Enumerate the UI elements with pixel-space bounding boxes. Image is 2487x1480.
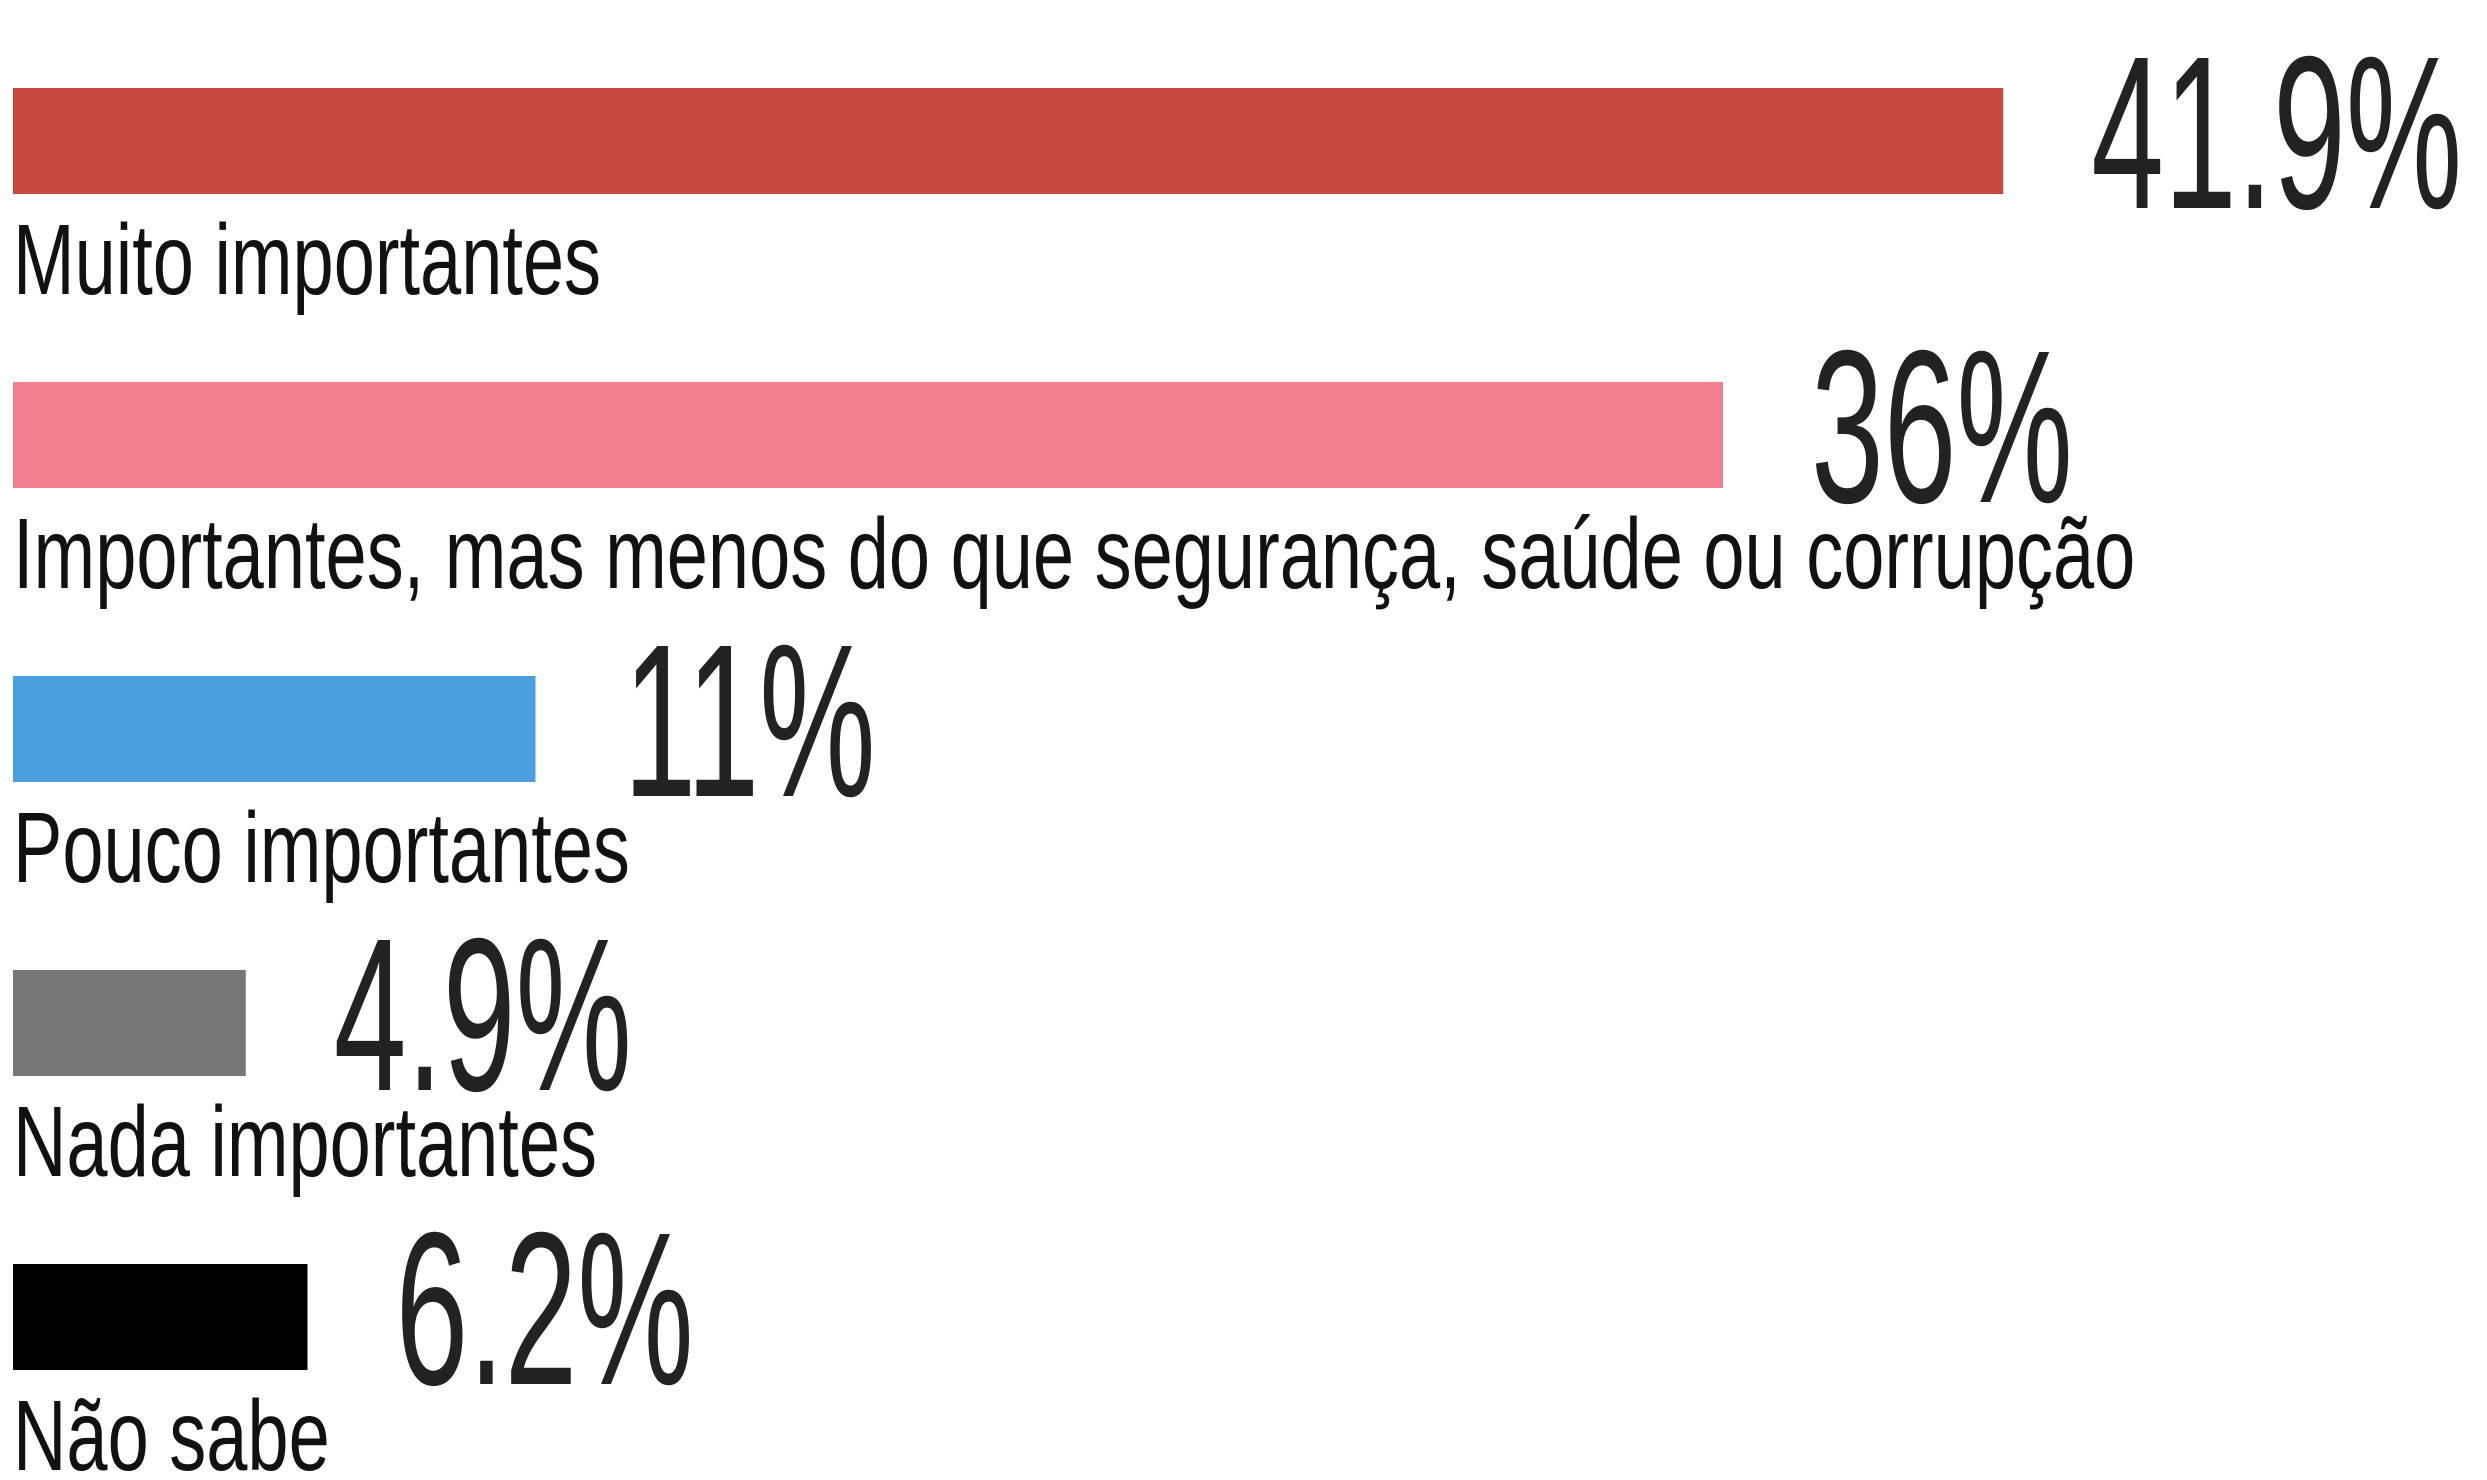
category-label: Nada importantes	[13, 1085, 597, 1198]
category-label: Importantes, mas menos do que segurança,…	[13, 497, 2135, 610]
bar	[13, 88, 2004, 194]
bar	[13, 676, 536, 782]
value-label: 36%	[1811, 306, 2073, 550]
category-label: Muito importantes	[13, 203, 601, 316]
value-label: 4.9%	[334, 894, 632, 1138]
value-label: 6.2%	[396, 1188, 694, 1432]
bar	[13, 382, 1723, 488]
bar	[13, 1264, 308, 1370]
value-label: 41.9%	[2091, 12, 2462, 256]
category-label: Pouco importantes	[13, 791, 630, 904]
value-label: 11%	[624, 600, 876, 844]
bar	[13, 970, 246, 1076]
category-label: Não sabe	[13, 1379, 330, 1480]
